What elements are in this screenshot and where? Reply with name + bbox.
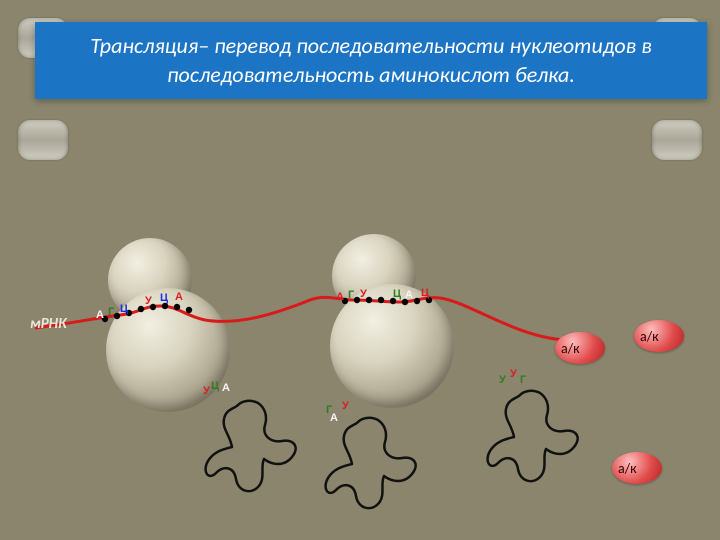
nucleotide-label: А: [405, 289, 413, 301]
nucleotide-label: У: [360, 288, 367, 300]
nucleotide-label: Ц: [120, 303, 128, 315]
nucleotide-label: А: [175, 291, 183, 303]
nucleotide-label: Г: [108, 306, 114, 318]
amino-acid: а/к: [634, 320, 684, 352]
nucleotide-label: У: [342, 400, 349, 412]
mrna-label: мРНК: [30, 315, 67, 333]
nucleotide-label: А: [222, 382, 230, 394]
trna-1: [206, 401, 296, 491]
nucleotide-label: У: [145, 295, 152, 307]
trna-2: [326, 418, 416, 508]
nucleotide-label: Ц: [211, 380, 219, 392]
nucleotide-label: Ц: [421, 287, 429, 299]
nucleotide-label: У: [203, 385, 210, 397]
nucleotide-label: У: [499, 374, 506, 386]
nucleotide-label: У: [510, 368, 517, 380]
nucleotide-label: Г: [520, 374, 526, 386]
trna-3: [488, 391, 578, 481]
nucleotide-label: Ц: [393, 288, 401, 300]
diagram-stage: мРНК АГЦУЦААГУЦАЦУЦАГАУУУГ а/ка/ка/к: [0, 0, 720, 540]
nucleotide-label: А: [336, 291, 344, 303]
amino-acid: а/к: [612, 452, 662, 484]
amino-acid: а/к: [555, 332, 605, 364]
nucleotide-label: А: [330, 412, 338, 424]
ribosome-large-1: [330, 284, 454, 408]
nucleotide-label: Г: [348, 289, 354, 301]
nucleotide-label: А: [96, 309, 104, 321]
nucleotide-label: Ц: [160, 292, 168, 304]
